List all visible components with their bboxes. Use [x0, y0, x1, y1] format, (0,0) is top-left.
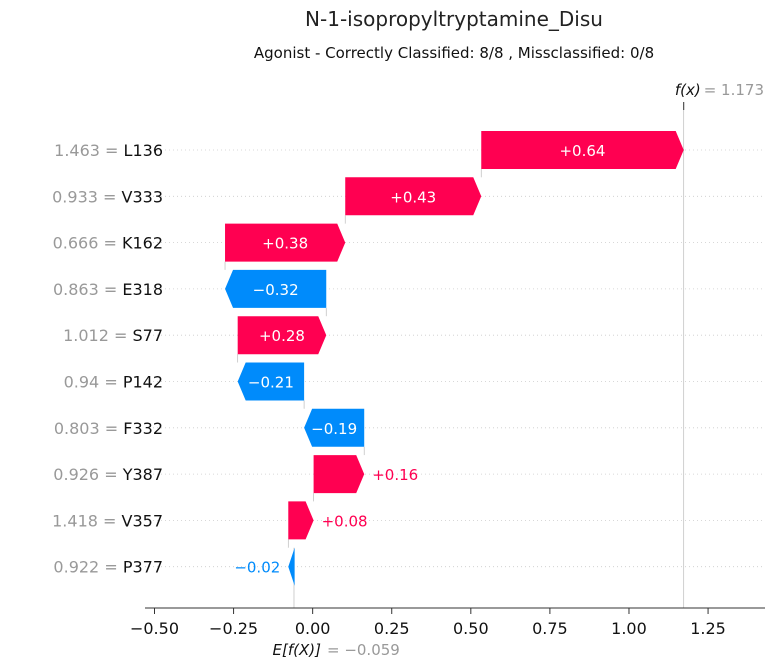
ex-annotation: E[f(X)] = −0.059 [273, 641, 400, 659]
x-tick-label: 0.50 [453, 619, 489, 638]
feature-name: Y387 [122, 465, 163, 484]
chart-subtitle: Agonist - Correctly Classified: 8/8 , Mi… [254, 44, 654, 62]
feature-label: 1.418 = V357 [52, 511, 163, 530]
feature-value: 1.012 = [63, 326, 132, 345]
feature-name: V357 [122, 511, 163, 530]
bar-value-label: +0.08 [322, 512, 368, 530]
feature-value: 1.463 = [54, 141, 123, 160]
feature-value: 0.922 = [53, 558, 122, 577]
feature-name: E318 [122, 280, 163, 299]
bar [288, 547, 295, 586]
feature-name: S77 [132, 326, 163, 345]
bar [225, 269, 327, 308]
feature-label: 0.933 = V333 [52, 187, 163, 206]
feature-name: V333 [122, 187, 163, 206]
bars: +0.64 +0.43 +0.38 −0.32 +0.28 −0.21 −0.19 +0.16… [225, 131, 684, 586]
feature-labels: 1.463 = L136 0.933 = V333 0.666 = K162 0.86… [52, 141, 163, 577]
bar [345, 177, 482, 216]
feature-value: 0.666 = [53, 234, 122, 253]
x-tick-label: 1.25 [690, 619, 726, 638]
bar-value-label: −0.19 [311, 420, 357, 438]
bar [225, 223, 346, 262]
feature-value: 0.94 = [64, 373, 123, 392]
bar [313, 455, 365, 494]
bar-value-label: −0.21 [248, 374, 294, 392]
x-tick-label: 1.00 [611, 619, 647, 638]
x-tick-label: 0.75 [532, 619, 568, 638]
bar [288, 501, 314, 540]
bar-value-label: −0.02 [234, 559, 280, 577]
x-axis: −0.50 −0.25 0.00 0.25 0.50 0.75 1.00 1.25 [130, 607, 765, 638]
feature-label: 0.803 = F332 [54, 419, 163, 438]
bar-value-label: +0.38 [262, 235, 308, 253]
ex-label: E[f(X)] [273, 641, 322, 659]
chart-title: N-1-isopropyltryptamine_Disu [305, 7, 603, 31]
bar-value-label: −0.32 [253, 281, 299, 299]
bar [237, 316, 327, 355]
bar-value-label: +0.28 [259, 327, 305, 345]
feature-label: 0.666 = K162 [53, 234, 163, 253]
x-tick-label: −0.25 [209, 619, 258, 638]
feature-label: 0.922 = P377 [53, 558, 163, 577]
feature-name: K162 [122, 234, 163, 253]
fx-label: f(x) [675, 81, 701, 99]
ex-value: = −0.059 [327, 641, 400, 659]
feature-label: 0.863 = E318 [53, 280, 163, 299]
feature-name: L136 [124, 141, 163, 160]
bar [481, 131, 684, 169]
feature-value: 0.926 = [53, 465, 122, 484]
feature-label: 0.926 = Y387 [53, 465, 163, 484]
feature-label: 0.94 = P142 [64, 373, 163, 392]
feature-value: 0.803 = [54, 419, 123, 438]
x-tick-label: 0.00 [295, 619, 331, 638]
feature-name: P377 [123, 558, 163, 577]
bar [237, 362, 305, 401]
feature-name: F332 [123, 419, 163, 438]
bar [304, 408, 365, 447]
feature-name: P142 [123, 373, 163, 392]
bar-value-label: +0.43 [390, 188, 436, 206]
feature-value: 0.863 = [53, 280, 122, 299]
bar-value-label: +0.64 [559, 142, 605, 160]
x-tick-label: −0.50 [130, 619, 179, 638]
feature-value: 1.418 = [52, 511, 121, 530]
feature-label: 1.012 = S77 [63, 326, 163, 345]
fx-value: = 1.173 [704, 81, 764, 99]
x-tick-label: 0.25 [374, 619, 410, 638]
feature-value: 0.933 = [52, 187, 121, 206]
bar-value-label: +0.16 [372, 466, 418, 484]
fx-annotation: f(x) = 1.173 [675, 81, 764, 99]
feature-label: 1.463 = L136 [54, 141, 163, 160]
